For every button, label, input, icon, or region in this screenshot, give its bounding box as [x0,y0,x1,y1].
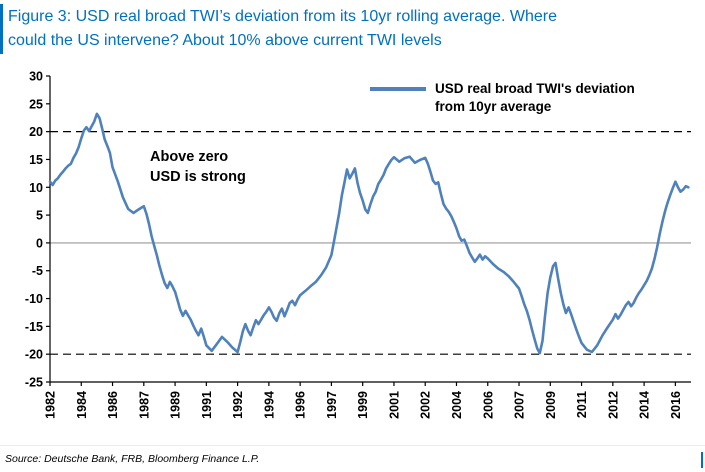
source-row: Source: Deutsche Bank, FRB, Bloomberg Fi… [0,445,705,472]
x-tick-label: 2007 [513,391,527,419]
x-tick-label: 1999 [356,391,370,419]
series-line [48,112,690,355]
x-tick-label: 1997 [325,391,339,419]
chart-legend: USD real broad TWI's deviation from 10yr… [370,80,653,116]
x-tick-label: 1991 [200,391,214,419]
legend-line-sample [370,87,426,91]
y-tick-label: 30 [29,70,43,84]
y-tick-label: -10 [25,292,43,306]
y-tick-label: 0 [36,236,43,250]
x-tick-label: 2004 [450,391,464,419]
x-tick-label: 2001 [387,391,401,419]
x-tick-label: 2012 [606,391,620,419]
y-tick-label: 25 [29,97,43,111]
y-tick-label: 20 [29,125,43,139]
legend-label: USD real broad TWI's deviation from 10yr… [435,81,635,115]
x-tick-label: 2002 [419,391,433,419]
page-edge-mark [701,452,703,468]
y-tick-label: -20 [25,348,43,362]
y-tick-label: -5 [32,264,43,278]
y-tick-label: -25 [25,376,43,390]
annotation-line1: Above zero [150,149,229,165]
chart-area: 30 25 20 15 10 5 0 -5 -10 -15 -20 -25 1982 1984 1986 19… [0,64,705,441]
y-tick-label: -15 [25,320,43,334]
x-tick-label: 1996 [294,391,308,419]
y-tick-label: 15 [29,153,43,167]
y-tick-label: 5 [36,209,43,223]
source-text: Source: Deutsche Bank, FRB, Bloomberg Fi… [5,453,260,465]
figure-header: Figure 3: USD real broad TWI’s deviation… [0,4,705,54]
x-tick-label: 1989 [169,391,183,419]
figure-title-line1: Figure 3: USD real broad TWI’s deviation… [8,8,557,25]
x-tick-label: 1994 [262,391,276,419]
x-tick-label: 2006 [481,391,495,419]
x-tick-label: 1986 [106,391,120,419]
x-tick-label: 1987 [137,391,151,419]
x-tick-label: 2016 [669,391,683,419]
x-tick-label: 2009 [544,391,558,419]
x-tick-label: 1982 [44,391,58,419]
x-tick-label: 2011 [575,391,589,418]
figure-title-line2: could the US intervene? About 10% above … [8,32,442,49]
x-tick-label: 1984 [75,391,89,419]
chart-annotation: Above zero USD is strong [150,148,246,187]
x-tick-label: 2014 [638,391,652,419]
y-tick-label: 10 [29,181,43,195]
annotation-line2: USD is strong [150,168,246,185]
x-tick-label: 1992 [231,391,245,419]
